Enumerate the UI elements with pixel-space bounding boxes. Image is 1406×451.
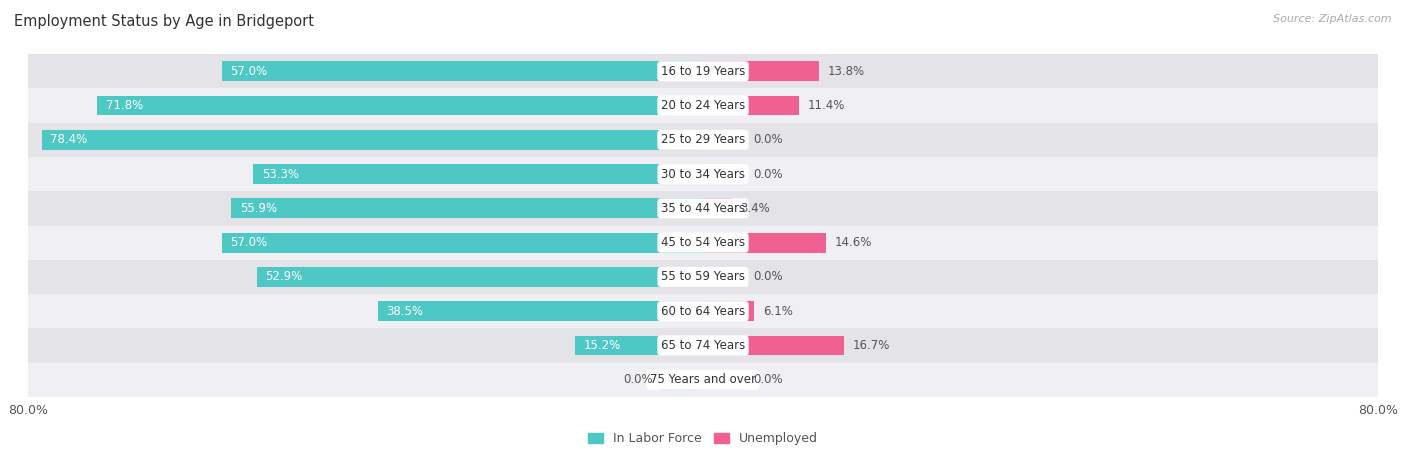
Bar: [703, 96, 799, 115]
Text: 25 to 29 Years: 25 to 29 Years: [661, 133, 745, 146]
Bar: [703, 61, 820, 81]
Bar: [703, 267, 745, 287]
Text: 3.4%: 3.4%: [740, 202, 770, 215]
Text: 55.9%: 55.9%: [240, 202, 277, 215]
Text: 11.4%: 11.4%: [807, 99, 845, 112]
Text: 71.8%: 71.8%: [105, 99, 143, 112]
Text: 0.0%: 0.0%: [623, 373, 652, 386]
Text: 35 to 44 Years: 35 to 44 Years: [661, 202, 745, 215]
Text: 38.5%: 38.5%: [387, 305, 423, 318]
Text: 0.0%: 0.0%: [754, 271, 783, 283]
Text: 75 Years and over: 75 Years and over: [650, 373, 756, 386]
Text: 13.8%: 13.8%: [828, 65, 865, 78]
Text: 52.9%: 52.9%: [266, 271, 302, 283]
Bar: [661, 370, 703, 390]
Bar: [28, 294, 1378, 328]
Bar: [222, 61, 703, 81]
Text: 78.4%: 78.4%: [51, 133, 87, 146]
Bar: [97, 96, 703, 115]
Bar: [378, 301, 703, 321]
Text: 60 to 64 Years: 60 to 64 Years: [661, 305, 745, 318]
Text: 16 to 19 Years: 16 to 19 Years: [661, 65, 745, 78]
Bar: [28, 226, 1378, 260]
Text: 65 to 74 Years: 65 to 74 Years: [661, 339, 745, 352]
Text: 15.2%: 15.2%: [583, 339, 620, 352]
Text: Employment Status by Age in Bridgeport: Employment Status by Age in Bridgeport: [14, 14, 314, 28]
Bar: [28, 363, 1378, 397]
Bar: [28, 88, 1378, 123]
Text: 16.7%: 16.7%: [852, 339, 890, 352]
Bar: [28, 123, 1378, 157]
Bar: [28, 191, 1378, 226]
Bar: [253, 164, 703, 184]
Bar: [42, 130, 703, 150]
Bar: [703, 336, 844, 355]
Bar: [28, 54, 1378, 88]
Bar: [703, 370, 745, 390]
Text: 57.0%: 57.0%: [231, 65, 267, 78]
Text: 20 to 24 Years: 20 to 24 Years: [661, 99, 745, 112]
Text: 14.6%: 14.6%: [835, 236, 872, 249]
Text: 55 to 59 Years: 55 to 59 Years: [661, 271, 745, 283]
Text: 6.1%: 6.1%: [763, 305, 793, 318]
Bar: [232, 198, 703, 218]
Text: 45 to 54 Years: 45 to 54 Years: [661, 236, 745, 249]
Text: Source: ZipAtlas.com: Source: ZipAtlas.com: [1274, 14, 1392, 23]
Bar: [222, 233, 703, 253]
Bar: [703, 130, 745, 150]
Bar: [28, 157, 1378, 191]
Bar: [703, 301, 755, 321]
Bar: [703, 164, 745, 184]
Bar: [257, 267, 703, 287]
Bar: [28, 328, 1378, 363]
Legend: In Labor Force, Unemployed: In Labor Force, Unemployed: [588, 433, 818, 446]
Text: 0.0%: 0.0%: [754, 133, 783, 146]
Bar: [575, 336, 703, 355]
Text: 30 to 34 Years: 30 to 34 Years: [661, 168, 745, 180]
Text: 0.0%: 0.0%: [754, 168, 783, 180]
Text: 0.0%: 0.0%: [754, 373, 783, 386]
Bar: [703, 198, 731, 218]
Text: 57.0%: 57.0%: [231, 236, 267, 249]
Bar: [28, 260, 1378, 294]
Bar: [703, 233, 827, 253]
Text: 53.3%: 53.3%: [262, 168, 299, 180]
